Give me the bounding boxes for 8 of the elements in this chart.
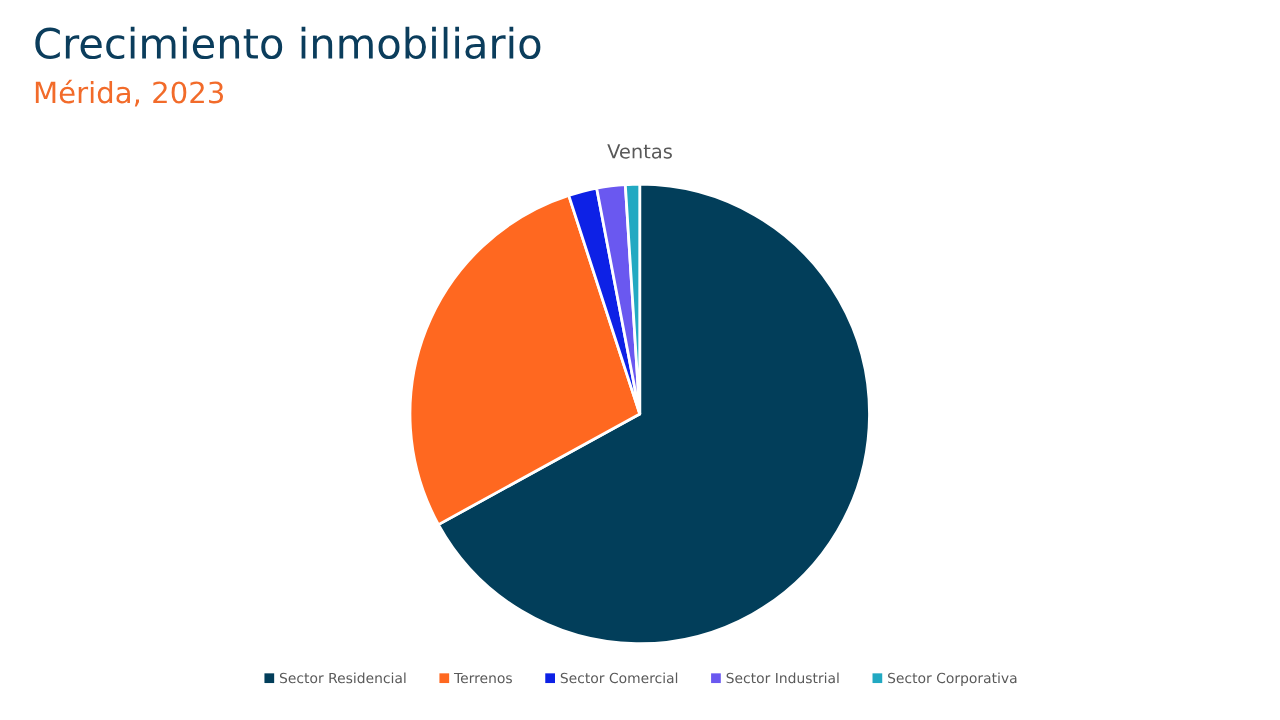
- chart-subtitle: Mérida, 2023: [35, 79, 224, 107]
- chart-title: Crecimiento inmobiliario: [35, 26, 541, 60]
- legend-label: Sector Corporativa: [888, 672, 1017, 686]
- text: Ventas: [607, 144, 672, 159]
- legend-label: Sector Comercial: [560, 672, 678, 684]
- legend-label: Terrenos: [453, 672, 512, 684]
- legend-label: Sector Industrial: [726, 672, 839, 684]
- legend-label: Sector Residencial: [279, 672, 406, 684]
